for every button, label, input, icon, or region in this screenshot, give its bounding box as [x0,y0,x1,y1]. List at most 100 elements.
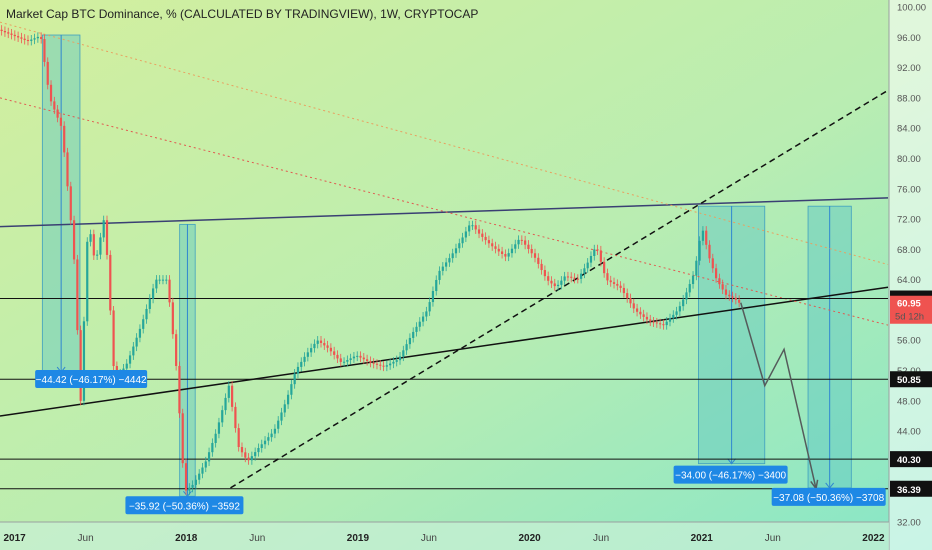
candle-body [76,259,79,331]
projection-line [740,302,817,489]
candle-body [346,360,349,362]
candle-body [231,385,234,407]
range-boxes [41,34,852,498]
candle-body [310,348,313,353]
candle-body [563,276,566,281]
candle-body [191,484,194,488]
candle-body [395,360,398,362]
candle-body [448,258,451,263]
candle-body [659,323,662,325]
candle-body [181,413,184,464]
candle-body [543,270,546,277]
candle-body [662,324,665,326]
candle-body [227,385,230,398]
trendline-lower-support [0,286,889,417]
candle-body [306,352,309,357]
price-series [0,25,741,496]
candle-body [705,230,708,245]
candle-body [507,253,510,257]
trendline-upper-resistance [0,197,889,228]
candle-body [263,440,267,445]
candle-body [685,292,688,300]
candle-body [188,487,191,491]
candle-body [527,244,530,249]
candle-body [72,220,76,260]
candle-body [537,257,540,264]
candle-body [82,321,86,401]
candle-body [250,456,253,461]
range-label-1: −44.42 (−46.17%) −4442 [36,375,147,386]
candle-body [175,334,178,366]
candle-body [632,303,635,309]
candle-body [451,253,454,259]
candle-body [178,365,181,414]
y-tick-label: 96.00 [897,33,921,44]
candle-body [201,467,204,474]
candle-body [375,363,379,365]
candle-body [339,358,342,362]
candle-body [510,248,514,254]
candle-body [566,276,570,278]
x-tick-label: 2021 [691,533,714,544]
level-price-tag: 40.30 [897,455,921,466]
candle-body [323,342,326,346]
candle-body [556,284,560,287]
candle-body [79,330,82,401]
candle-body [682,299,685,307]
candle-body [359,355,362,358]
candle-body [408,337,412,345]
candle-body [300,361,303,367]
last-price-tag-bg [890,295,932,324]
candle-body [431,291,435,303]
candle-body [17,36,20,38]
time-axis: 2017 Jun 2018 Jun 2019 Jun 2020 Jun 2021 Jun 2022 [0,521,889,550]
candle-body [49,84,53,102]
candle-body [586,262,589,269]
candle-body [718,278,721,285]
candle-body [629,298,632,304]
candle-body [244,452,247,458]
range-box-4-arrowhead [825,482,835,489]
candle-body [412,331,415,338]
candle-body [293,373,296,385]
candle-body [695,260,698,276]
y-tick-label: 88.00 [897,93,921,104]
y-tick-label: 64.00 [897,275,921,286]
candle-body [385,365,388,367]
candle-body [56,109,59,118]
range-label-1-bg [35,370,148,389]
candle-body [415,326,418,332]
candle-body [616,283,619,286]
y-tick-label: 76.00 [897,184,921,195]
candle-body [580,273,583,279]
y-tick-label: 80.00 [897,154,921,165]
candle-body [487,240,491,244]
candle-body [342,361,346,363]
candle-body [484,236,487,241]
candle-body [89,234,92,242]
candle-body [392,361,395,364]
level-price-tag: 36.39 [897,485,921,496]
candle-body [612,282,616,284]
candle-body [652,321,655,323]
candle-body [326,345,329,348]
candle-body [99,237,102,255]
range-label-4: −37.08 (−50.36%) −3708 [773,493,884,504]
candle-body [365,359,369,362]
candle-body [36,36,39,39]
y-tick-label: 48.00 [897,396,921,407]
candle-body [724,289,728,295]
candle-body [102,220,105,238]
candle-body [224,397,227,411]
candle-body [270,433,273,438]
candle-body [570,276,573,278]
candle-body [313,343,316,349]
candle-body [691,275,695,285]
candle-body [221,410,224,423]
candle-body [639,311,642,315]
candle-body [461,237,464,244]
candle-body [668,318,672,322]
candle-body [477,229,481,234]
candle-body [425,311,428,317]
